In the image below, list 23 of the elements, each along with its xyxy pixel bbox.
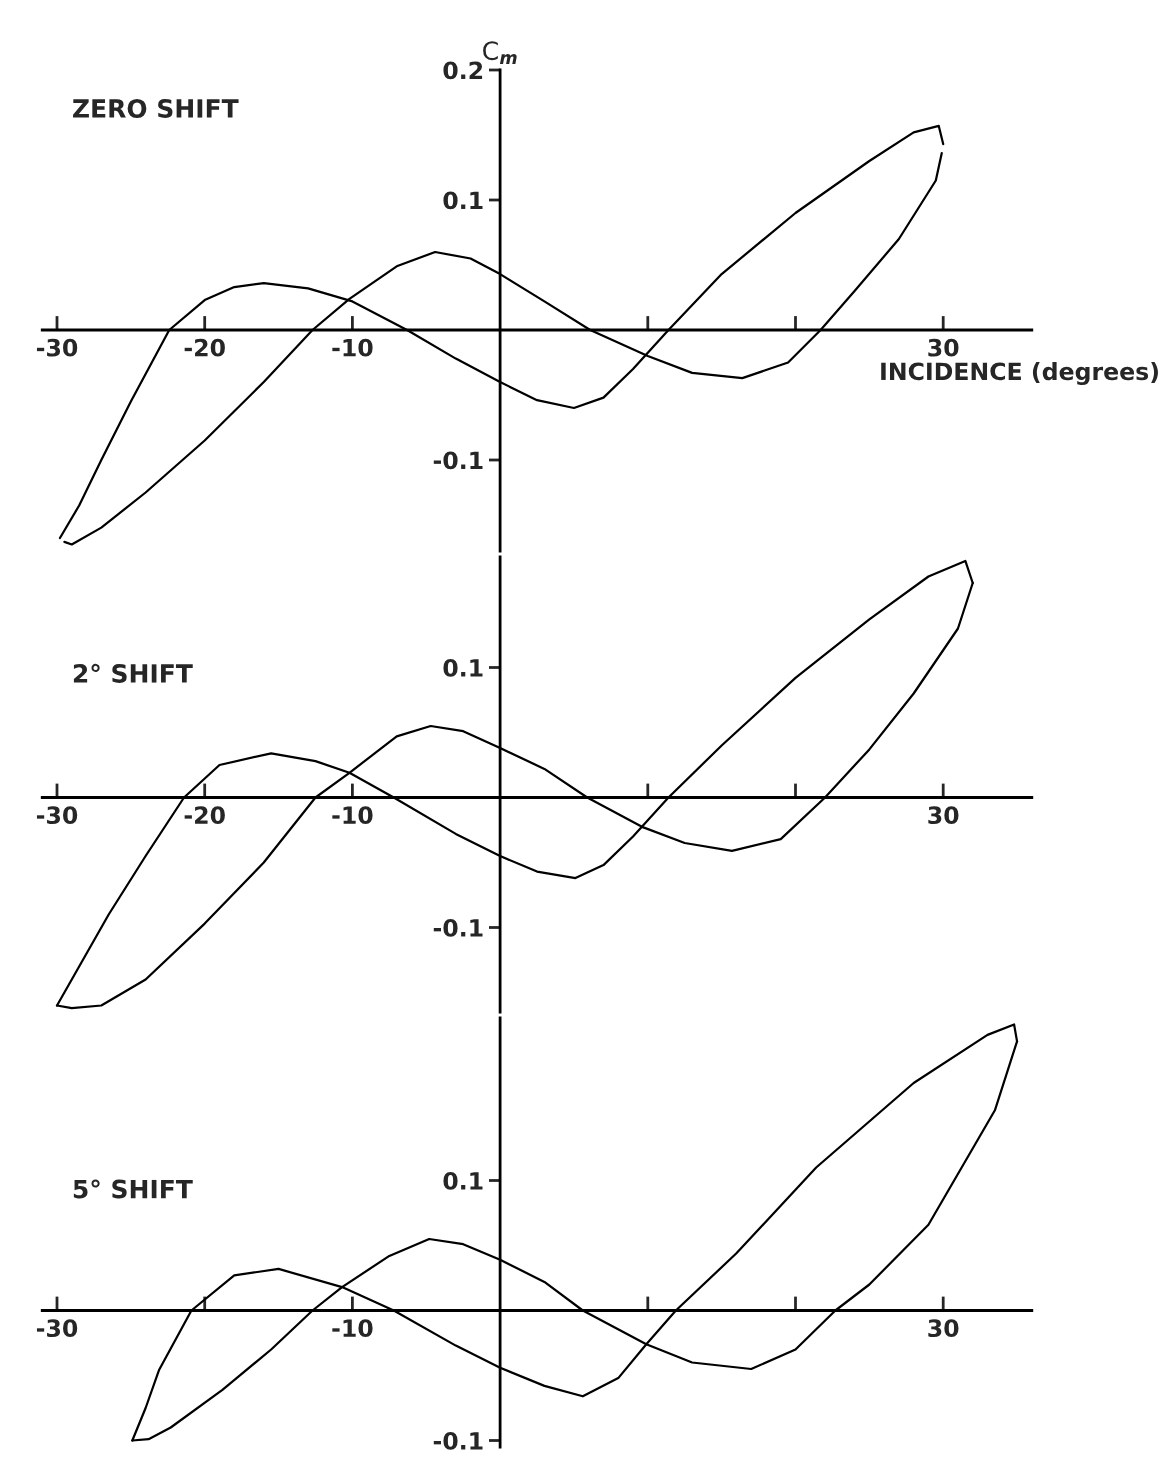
x-tick-label: 30: [928, 806, 959, 825]
y-tick-label: -0.1: [433, 1431, 483, 1450]
y-tick-label: 0.1: [443, 191, 483, 210]
x-tick-label: 30: [928, 338, 959, 357]
y-tick-label: 0.1: [443, 658, 483, 677]
y-axis-title: C$_{m}$: [483, 41, 517, 64]
y-tick-label: 0.1: [443, 1171, 483, 1190]
text: ZERO SHIFT: [73, 99, 239, 118]
text: 5° SHIFT: [73, 1179, 193, 1199]
x-tick-label: -10: [332, 1319, 373, 1338]
y-tick-label: 0.2: [443, 61, 483, 80]
x-tick-label: -20: [184, 806, 225, 825]
x-tick-label: -20: [184, 338, 225, 357]
x-tick-label: -30: [36, 1319, 78, 1338]
y-tick-label: -0.1: [433, 451, 483, 470]
x-tick-label: 30: [928, 1319, 959, 1338]
x-tick-label: -10: [332, 806, 373, 825]
x-tick-label: -30: [36, 806, 78, 825]
x-axis-title: INCIDENCE (degrees): [881, 362, 1158, 386]
text: 2° SHIFT: [73, 663, 193, 683]
x-tick-label: -10: [332, 338, 373, 357]
x-tick-label: -30: [36, 338, 78, 357]
y-tick-label: -0.1: [433, 918, 483, 937]
